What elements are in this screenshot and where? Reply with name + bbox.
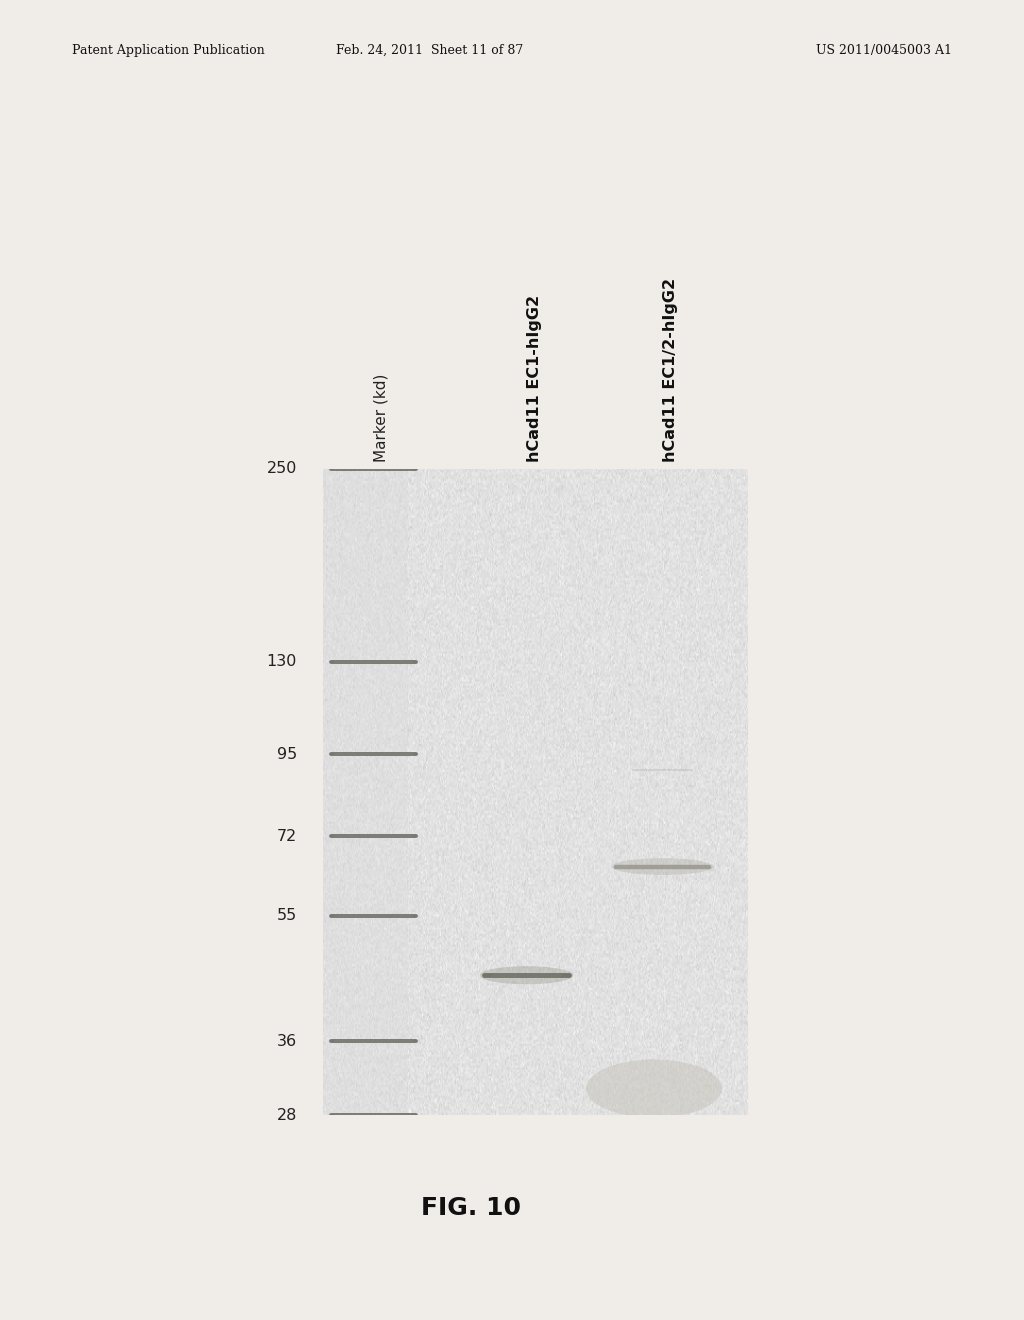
Text: 130: 130 (266, 655, 297, 669)
Text: FIG. 10: FIG. 10 (421, 1196, 521, 1220)
Text: US 2011/0045003 A1: US 2011/0045003 A1 (816, 44, 952, 57)
Text: 28: 28 (276, 1107, 297, 1123)
Text: 95: 95 (276, 747, 297, 762)
Ellipse shape (586, 1060, 722, 1118)
Text: 72: 72 (276, 829, 297, 843)
Text: hCad11 EC1/2-hIgG2: hCad11 EC1/2-hIgG2 (663, 279, 678, 462)
Text: 250: 250 (266, 461, 297, 477)
Ellipse shape (611, 858, 714, 875)
Text: 36: 36 (276, 1034, 297, 1048)
Text: hCad11 EC1-hIgG2: hCad11 EC1-hIgG2 (526, 294, 542, 462)
Text: 55: 55 (276, 908, 297, 924)
Text: Patent Application Publication: Patent Application Publication (72, 44, 264, 57)
Text: Marker (kd): Marker (kd) (374, 374, 388, 462)
Text: Feb. 24, 2011  Sheet 11 of 87: Feb. 24, 2011 Sheet 11 of 87 (337, 44, 523, 57)
Ellipse shape (480, 966, 573, 985)
